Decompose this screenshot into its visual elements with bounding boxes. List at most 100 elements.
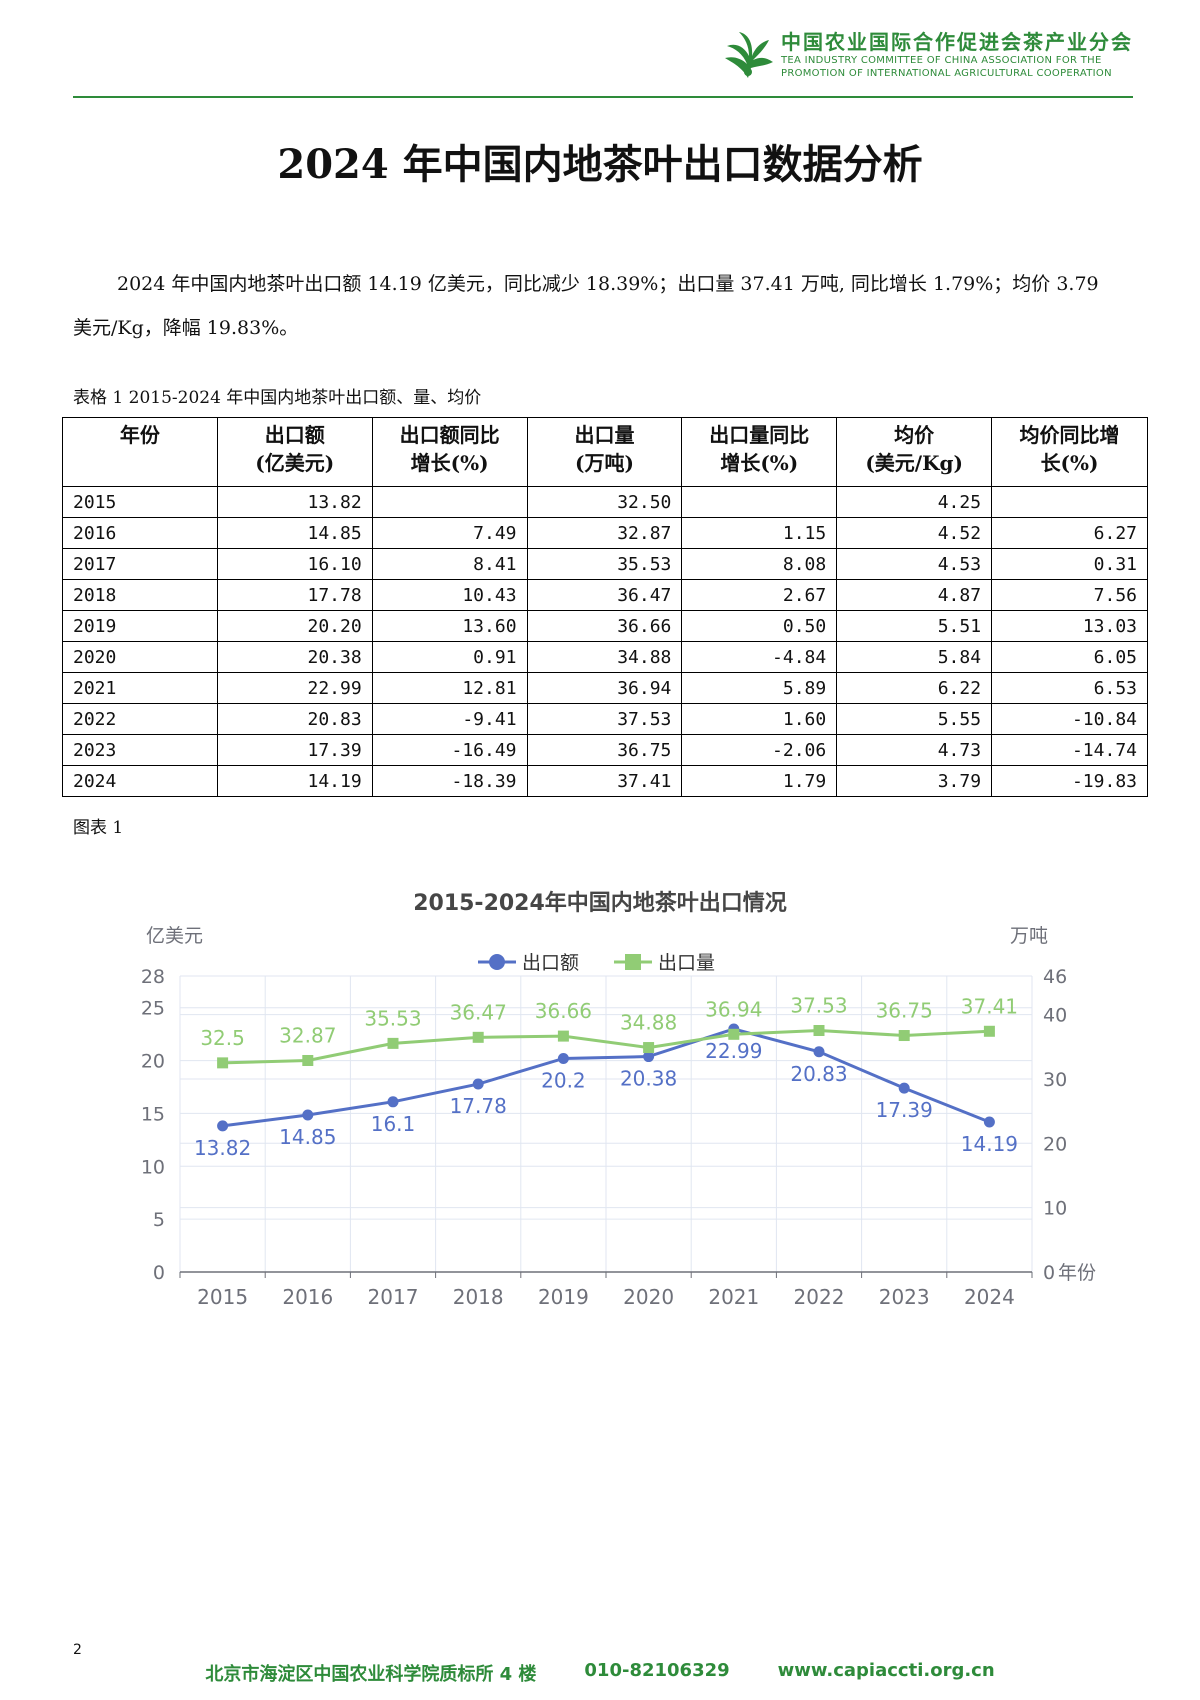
table-cell: 2017 bbox=[62, 548, 218, 580]
data-point bbox=[472, 1031, 484, 1043]
legend-marker-export-volume bbox=[625, 954, 641, 970]
column-header-line: 均价同比增 bbox=[1019, 423, 1120, 447]
table-cell: 13.60 bbox=[371, 610, 528, 642]
page-number: 2 bbox=[73, 1642, 82, 1658]
table-row: 2016 14.85 7.49 32.87 1.15 4.52 6.27 bbox=[62, 517, 1148, 549]
table-row: 2021 22.99 12.81 36.94 5.89 6.22 6.53 bbox=[62, 672, 1148, 704]
footer-phone: 010-82106329 bbox=[584, 1660, 730, 1681]
x-tick-label: 2018 bbox=[453, 1285, 504, 1309]
x-tick-label: 2015 bbox=[197, 1285, 248, 1309]
column-header-line: 均价 bbox=[894, 423, 935, 447]
left-axis-unit: 亿美元 bbox=[146, 925, 203, 947]
table-cell: 22.99 bbox=[216, 672, 373, 704]
table-cell: 16.10 bbox=[216, 548, 373, 580]
tea-leaf-icon bbox=[725, 32, 773, 78]
table-cell: 4.52 bbox=[836, 517, 993, 549]
legend-label-export-volume: 出口量 bbox=[658, 952, 715, 974]
column-header-line: (万吨) bbox=[574, 451, 634, 475]
table-cell: 20.20 bbox=[216, 610, 373, 642]
right-tick-label: 40 bbox=[1043, 1005, 1067, 1027]
table-cell: 10.43 bbox=[371, 579, 528, 611]
data-point bbox=[557, 1030, 569, 1042]
data-label: 13.82 bbox=[194, 1136, 251, 1160]
table-cell: 20.38 bbox=[216, 641, 373, 673]
column-header-line: (亿美元) bbox=[255, 451, 335, 475]
table-cell bbox=[991, 486, 1148, 518]
table-cell: 2019 bbox=[62, 610, 218, 642]
data-label: 36.47 bbox=[450, 1000, 507, 1024]
page-footer: 北京市海淀区中国农业科学院质标所 4 楼 010-82106329 www.ca… bbox=[0, 1660, 1200, 1686]
table-row: 2017 16.10 8.41 35.53 8.08 4.53 0.31 bbox=[62, 548, 1148, 580]
table-cell: 3.79 bbox=[836, 765, 993, 797]
data-label: 22.99 bbox=[705, 1039, 762, 1063]
table-cell: 2024 bbox=[62, 765, 218, 797]
table-row: 2019 20.20 13.60 36.66 0.50 5.51 13.03 bbox=[62, 610, 1148, 642]
table-cell: 0.50 bbox=[681, 610, 838, 642]
right-axis-unit: 万吨 bbox=[1010, 925, 1048, 947]
figure-caption: 图表 1 bbox=[73, 818, 124, 838]
data-label: 32.87 bbox=[279, 1023, 336, 1047]
table-row: 2023 17.39 -16.49 36.75 -2.06 4.73 -14.74 bbox=[62, 734, 1148, 766]
table-cell: 5.89 bbox=[681, 672, 838, 704]
table-cell: 13.82 bbox=[216, 486, 373, 518]
data-label: 14.19 bbox=[961, 1132, 1018, 1156]
data-point bbox=[387, 1037, 399, 1049]
data-point bbox=[898, 1082, 910, 1094]
data-label: 20.83 bbox=[790, 1062, 847, 1086]
table-cell: 17.78 bbox=[216, 579, 373, 611]
table-cell: 36.66 bbox=[526, 610, 683, 642]
page-title: 2024 年中国内地茶叶出口数据分析 bbox=[277, 141, 923, 188]
table-cell: 7.49 bbox=[371, 517, 528, 549]
data-label: 34.88 bbox=[620, 1011, 677, 1035]
table-cell: 34.88 bbox=[526, 641, 683, 673]
left-tick-label: 20 bbox=[141, 1051, 165, 1073]
column-header: 均价 (美元/Kg) bbox=[836, 417, 993, 487]
column-header-line: 出口额 bbox=[264, 423, 325, 447]
data-label: 32.5 bbox=[200, 1026, 245, 1050]
column-header-line: 年份 bbox=[119, 423, 160, 447]
data-point bbox=[472, 1078, 484, 1090]
chart-title: 2015-2024年中国内地茶叶出口情况 bbox=[413, 890, 787, 916]
org-name-en-line2: PROMOTION OF INTERNATIONAL AGRICULTURAL … bbox=[781, 68, 1112, 79]
org-logo: 中国农业国际合作促进会茶产业分会 TEA INDUSTRY COMMITTEE … bbox=[721, 28, 1133, 82]
data-point bbox=[557, 1052, 569, 1064]
table-caption: 表格 1 2015-2024 年中国内地茶叶出口额、量、均价 bbox=[73, 388, 482, 408]
column-header-line: 出口量同比 bbox=[709, 423, 810, 447]
column-header-line: 出口额同比 bbox=[399, 423, 500, 447]
data-point bbox=[728, 1028, 740, 1040]
table-cell: 4.25 bbox=[836, 486, 993, 518]
legend-marker-export-value bbox=[489, 954, 505, 970]
left-tick-label: 5 bbox=[153, 1209, 165, 1231]
data-point bbox=[302, 1109, 314, 1121]
data-label: 36.66 bbox=[535, 999, 592, 1023]
table-cell: 2.67 bbox=[681, 579, 838, 611]
table-cell: 36.47 bbox=[526, 579, 683, 611]
table-cell: 4.53 bbox=[836, 548, 993, 580]
table-row: 2015 13.82 32.50 4.25 bbox=[62, 486, 1148, 518]
table-cell: 2015 bbox=[62, 486, 218, 518]
column-header-line: (美元/Kg) bbox=[865, 451, 963, 475]
left-tick-label: 10 bbox=[141, 1156, 165, 1178]
data-label: 17.78 bbox=[450, 1094, 507, 1118]
data-label: 14.85 bbox=[279, 1125, 336, 1149]
left-tick-label: 0 bbox=[153, 1262, 165, 1284]
table-cell: 32.50 bbox=[526, 486, 683, 518]
org-name-cn: 中国农业国际合作促进会茶产业分会 bbox=[781, 30, 1133, 54]
data-point bbox=[643, 1042, 655, 1054]
x-axis-name: 年份 bbox=[1058, 1262, 1096, 1284]
column-header: 出口量同比增长(%) bbox=[681, 417, 838, 487]
data-label: 17.39 bbox=[876, 1098, 933, 1122]
x-tick-label: 2022 bbox=[794, 1285, 845, 1309]
table-cell: 37.41 bbox=[526, 765, 683, 797]
table-cell: 0.91 bbox=[371, 641, 528, 673]
table-cell: 36.94 bbox=[526, 672, 683, 704]
data-label: 37.41 bbox=[961, 994, 1018, 1018]
left-tick-label: 28 bbox=[141, 966, 165, 988]
table-cell: 13.03 bbox=[991, 610, 1148, 642]
org-name-en-line1: TEA INDUSTRY COMMITTEE OF CHINA ASSOCIAT… bbox=[781, 55, 1102, 66]
table-cell: 8.08 bbox=[681, 548, 838, 580]
column-header-line: 增长(%) bbox=[720, 451, 799, 475]
data-point bbox=[302, 1054, 314, 1066]
data-point bbox=[898, 1030, 910, 1042]
table-cell: 7.56 bbox=[991, 579, 1148, 611]
